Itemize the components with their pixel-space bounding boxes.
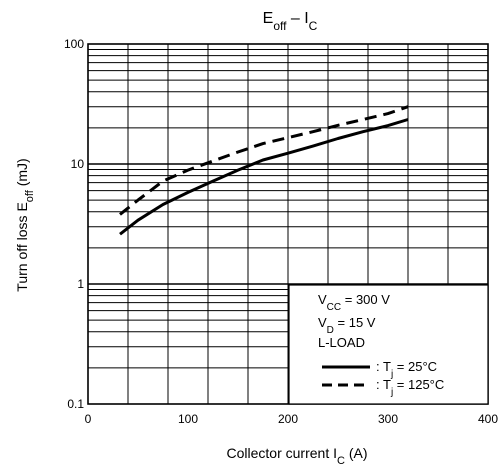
y-tick-label: 100 [64, 37, 84, 51]
legend-label-125c: : Tj = 125°C [376, 377, 444, 398]
legend-condition-vd: VD = 15 V [318, 315, 376, 336]
legend: VCC = 300 V VD = 15 V L-LOAD : Tj = 25°C… [288, 284, 489, 405]
y-tick-label: 0.1 [67, 397, 84, 411]
chart-title: Eoff – IC [263, 10, 318, 33]
x-tick-label: 0 [85, 412, 92, 426]
series-line-125c [119, 105, 409, 216]
x-tick-label: 100 [178, 412, 198, 426]
y-tick-labels: 0.1 1 10 100 [64, 37, 84, 411]
series-line-25c [119, 118, 409, 236]
legend-condition-vcc: VCC = 300 V [318, 292, 390, 313]
x-tick-label: 200 [278, 412, 298, 426]
x-tick-label: 400 [478, 412, 498, 426]
y-axis-label: Turn off loss Eoff (mJ) [14, 158, 36, 291]
legend-condition-load: L-LOAD [318, 335, 365, 350]
legend-label-25c: : Tj = 25°C [376, 359, 437, 380]
x-axis-label: Collector current IC (A) [227, 445, 368, 467]
y-tick-label: 1 [77, 277, 84, 291]
x-tick-label: 300 [378, 412, 398, 426]
x-tick-labels: 0 100 200 300 400 [85, 412, 499, 426]
series-lines [119, 105, 409, 236]
y-tick-label: 10 [71, 157, 85, 171]
plot-frame [87, 43, 489, 405]
